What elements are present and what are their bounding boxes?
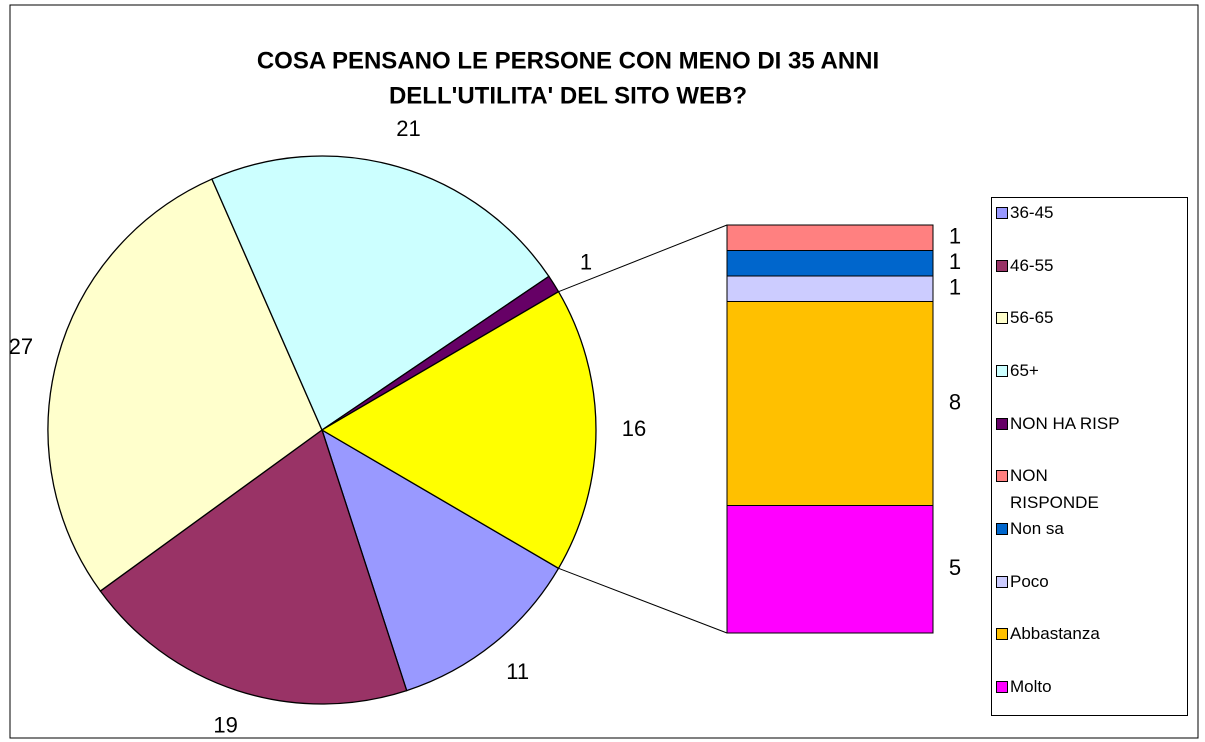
legend-swatch: [996, 417, 1008, 430]
legend-item: 36-45: [996, 199, 1130, 251]
legend-label: 46-55: [1010, 255, 1054, 275]
legend-label: 56-65: [1010, 308, 1054, 328]
legend-swatch: [996, 681, 1008, 693]
legend-item: 46-55: [996, 252, 1130, 304]
data-label: 5: [949, 555, 961, 580]
data-label: 19: [213, 713, 237, 738]
pie-slice: [99, 428, 408, 705]
data-label: 1: [949, 275, 961, 300]
legend-item: NON RISPONDE: [996, 462, 1130, 514]
data-label: 8: [949, 389, 961, 414]
legend-swatch: [996, 207, 1008, 219]
legend-swatch: [996, 628, 1008, 641]
bar-segment: [726, 505, 934, 634]
legend-swatch: [996, 523, 1008, 535]
pie-slice: [320, 428, 560, 692]
legend-item: 56-65: [996, 304, 1130, 356]
legend-item: Molto: [996, 673, 1130, 725]
pie-slice: [320, 290, 597, 570]
connector: [558, 567, 728, 634]
legend-label: Non sa: [1010, 519, 1064, 538]
bar-segment: [726, 301, 934, 506]
legend-item: Non sa: [996, 515, 1130, 567]
data-label: 1: [949, 249, 961, 274]
legend-swatch: [996, 312, 1008, 325]
pie-slice: [47, 178, 323, 592]
data-label: 21: [396, 116, 420, 141]
legend-item: 65+: [996, 357, 1130, 409]
chart-title: DELL'UTILITA' DEL SITO WEB?: [389, 82, 747, 109]
legend-label: Poco: [1010, 571, 1049, 591]
legend-label: 65+: [1010, 361, 1039, 380]
bar-segment: [726, 224, 934, 251]
legend-label: Abbastanza: [1010, 624, 1100, 644]
data-label: 27: [9, 334, 33, 359]
data-label: 1: [580, 250, 592, 275]
legend-item: NON HA RISP: [996, 410, 1130, 462]
legend-item: Poco: [996, 568, 1130, 620]
legend-label: NON RISPONDE: [1010, 466, 1099, 513]
bar-segment: [726, 250, 934, 277]
legend: 36-45 46-55 56-65 65+ NON HA RISP NON RISPOND…: [991, 197, 1188, 716]
data-label: 11: [506, 659, 529, 684]
legend-label: NON HA RISP: [1010, 413, 1120, 433]
data-label: 1: [949, 224, 961, 249]
chart-title: COSA PENSANO LE PERSONE CON MENO DI 35 A…: [257, 47, 879, 74]
legend-swatch: [996, 575, 1008, 588]
bar-segment: [726, 275, 934, 302]
legend-item: Abbastanza: [996, 620, 1130, 672]
legend-swatch: [996, 470, 1008, 483]
legend-label: 36-45: [1010, 203, 1054, 222]
legend-label: Molto: [1010, 677, 1052, 696]
pie-slice: [211, 155, 550, 431]
legend-swatch: [996, 365, 1008, 377]
data-label: 16: [622, 416, 646, 441]
connector: [558, 224, 728, 293]
legend-swatch: [996, 259, 1008, 272]
